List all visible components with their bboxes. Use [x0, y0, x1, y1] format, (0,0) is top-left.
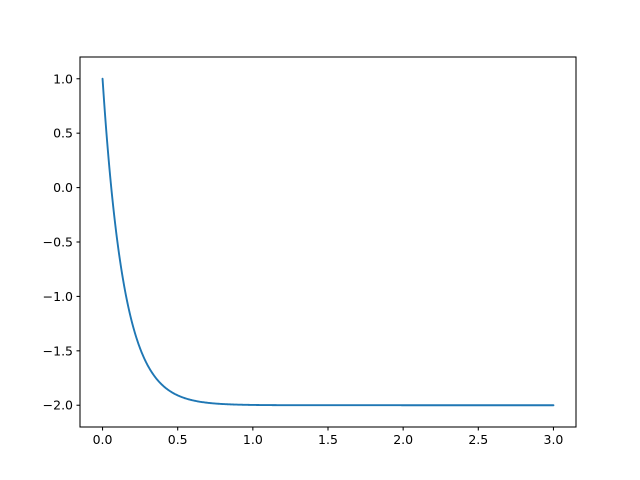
x-tick-label: 2.0	[393, 432, 413, 447]
data-series-line-0	[101, 77, 555, 407]
data-series-group	[101, 77, 555, 407]
y-tick-label: −2.0	[43, 398, 73, 413]
y-tick-label: 0.0	[53, 180, 73, 195]
x-tick-label: 2.5	[468, 432, 488, 447]
x-tick-label: 1.5	[318, 432, 338, 447]
y-tick-label: −1.5	[43, 343, 73, 358]
y-tick-label: 0.5	[53, 126, 73, 141]
x-tick-label: 0.0	[93, 432, 113, 447]
x-tick-label: 0.5	[168, 432, 188, 447]
x-tick-label: 3.0	[544, 432, 564, 447]
y-tick-label: −1.0	[43, 289, 73, 304]
x-axis-ticks: 0.0 0.5 1.0 1.5 2.0 2.5 3.0	[93, 427, 564, 447]
x-tick-label: 1.0	[243, 432, 263, 447]
y-axis-ticks: 1.0 0.5 0.0 −0.5 −1.0 −1.5 −2.0	[43, 71, 80, 413]
axes-background	[80, 57, 576, 427]
y-tick-label: 1.0	[53, 71, 73, 86]
y-tick-label: −0.5	[43, 235, 73, 250]
